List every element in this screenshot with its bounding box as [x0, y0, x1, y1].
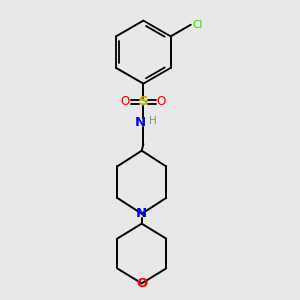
Text: S: S: [139, 95, 148, 108]
Text: Cl: Cl: [192, 20, 203, 30]
Text: N: N: [135, 116, 146, 129]
Text: O: O: [136, 277, 147, 290]
Text: O: O: [157, 95, 166, 108]
Text: H: H: [149, 116, 157, 126]
Text: N: N: [136, 207, 147, 220]
Text: O: O: [121, 95, 130, 108]
